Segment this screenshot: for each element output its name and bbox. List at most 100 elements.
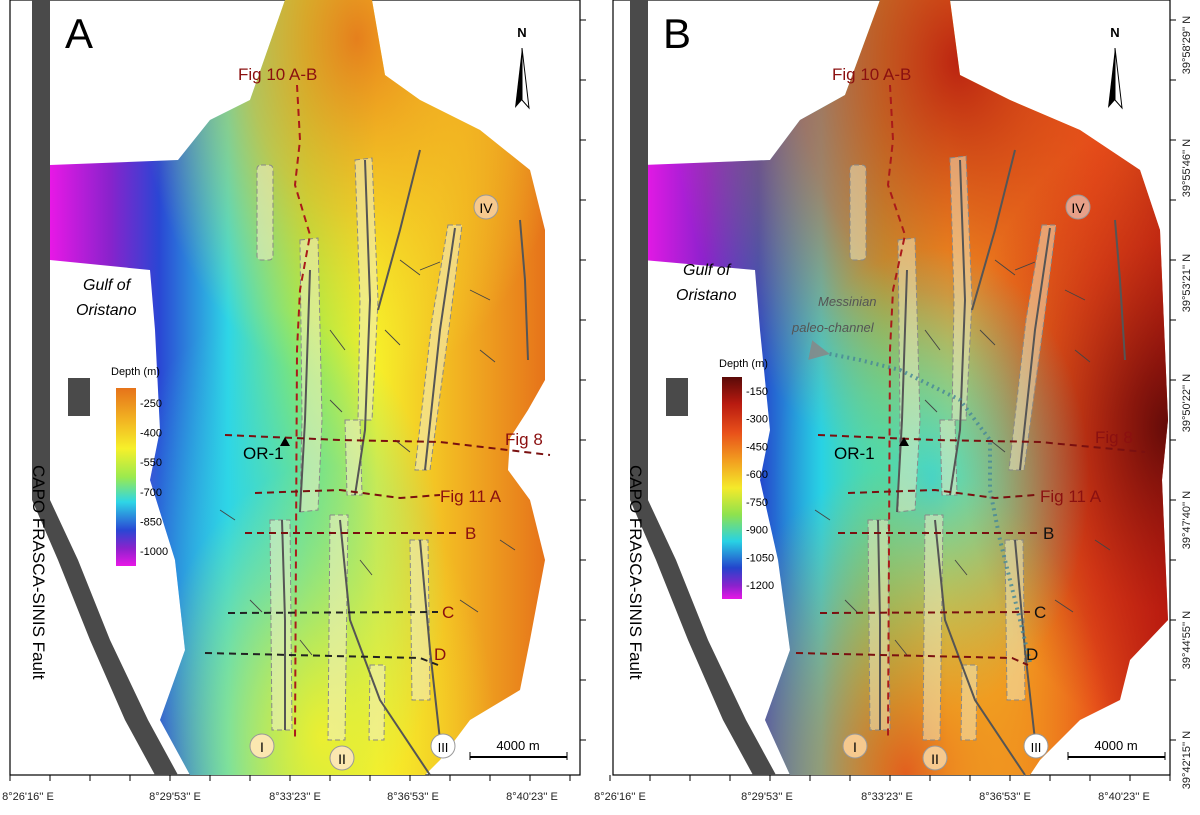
- north-arrow-icon: N: [515, 25, 530, 110]
- label-fig10: Fig 10 A-B: [238, 65, 317, 84]
- legend-title: Depth (m): [111, 366, 160, 378]
- section-line-fig11a: [254, 488, 441, 500]
- fault-zone-strip: [327, 514, 349, 741]
- zone-label-I: I: [853, 739, 857, 755]
- well-label: OR-1: [834, 444, 875, 463]
- lat-label: 39°53'21'' N: [1181, 254, 1193, 312]
- north-label: N: [1110, 25, 1119, 40]
- scale-bar: 4000 m: [469, 738, 568, 760]
- section-line-d: [795, 652, 1029, 666]
- section-line-fig10: [886, 84, 907, 741]
- legend-tick-label: -750: [746, 497, 768, 509]
- depth-legend-a: Depth (m) -250 -400 -550 -700 -850 -1000: [111, 366, 168, 566]
- channel-label-line2: paleo-channel: [791, 320, 875, 335]
- legend-tick-label: -900: [746, 525, 768, 537]
- fault-zone-strip: [354, 157, 379, 421]
- section-line-fig10: [293, 84, 312, 741]
- label-section-c: C: [442, 603, 454, 622]
- lat-label: 39°50'22'' N: [1181, 374, 1193, 432]
- fault-zone-strip: [256, 164, 274, 261]
- lon-label: 8°26'16'' E: [2, 791, 54, 803]
- fault-zone-strip: [867, 519, 891, 731]
- panel-a-minor-faults: [219, 259, 516, 656]
- section-line-fig8: [817, 434, 1146, 453]
- longitude-axis: 8°26'16'' E 8°26'16'' E 8°29'53'' E 8°29'53…: [2, 775, 1171, 803]
- fault-zone-strip: [344, 419, 363, 496]
- fault-block: [666, 378, 688, 416]
- lat-label: 39°44'55'' N: [1181, 611, 1193, 669]
- gulf-label-line2: Oristano: [76, 302, 137, 319]
- lon-label: 8°40'23'' E: [506, 791, 558, 803]
- legend-tick-label: -1050: [746, 552, 774, 564]
- legend-tick-label: -1200: [746, 580, 774, 592]
- zone-label-III: III: [1031, 740, 1042, 755]
- panel-b: Messinian paleo-channel OR-1 Fig 10 A-B …: [612, 0, 1171, 776]
- panel-a-section-lines: [204, 84, 551, 741]
- panel-a-fault-zones: [256, 157, 463, 741]
- legend-tick-label: -400: [140, 428, 162, 440]
- paleo-channel-path: [808, 340, 1032, 663]
- panel-a: OR-1 Fig 10 A-B Fig 8 Fig 11 A B C D Gul…: [9, 0, 581, 776]
- zone-label-I: I: [260, 739, 264, 755]
- label-section-b: B: [1043, 524, 1054, 543]
- well-marker-icon: [899, 437, 909, 446]
- section-line-fig8: [224, 434, 551, 456]
- panel-b-zone-markers: I II III IV: [842, 194, 1091, 771]
- fault-label: CAPO FRASCA-SINIS Fault: [29, 465, 48, 680]
- lon-label: 8°33'23'' E: [861, 791, 913, 803]
- fault-block: [68, 378, 90, 416]
- lat-label: 39°47'40'' N: [1181, 491, 1193, 549]
- capo-frasca-fault-trace: [32, 0, 178, 775]
- lon-label: 8°29'53'' E: [741, 791, 793, 803]
- fault-zone-strip: [949, 155, 973, 421]
- fault-zone-strip: [960, 664, 978, 741]
- label-section-b: B: [465, 524, 476, 543]
- panel-a-faults: [281, 149, 529, 776]
- fault-zone-strip: [849, 164, 867, 261]
- legend-title: Depth (m): [719, 358, 768, 370]
- legend-tick-label: -300: [746, 414, 768, 426]
- north-label: N: [517, 25, 526, 40]
- label-section-c: C: [1034, 603, 1046, 622]
- label-fig11a: Fig 11 A: [1040, 487, 1102, 506]
- gulf-label-line2: Oristano: [676, 287, 737, 304]
- lat-label: 39°42'15'' N: [1181, 731, 1193, 789]
- lon-label: 8°29'53'' E: [149, 791, 201, 803]
- lon-label: 8°36'53'' E: [979, 791, 1031, 803]
- fault-zone-strip: [922, 514, 944, 741]
- fault-zone-strip: [939, 419, 958, 496]
- panel-b-section-lines: [795, 84, 1146, 741]
- latitude-axis: 39°58'29'' N 39°55'46'' N 39°53'21'' N 39°5…: [580, 16, 1193, 789]
- label-section-d: D: [1026, 645, 1038, 664]
- legend-tick-label: -450: [746, 441, 768, 453]
- panel-b-faults: [877, 149, 1126, 776]
- depth-legend-b: Depth (m) -150 -300 -450 -600 -750 -900 -1050 -…: [719, 358, 774, 599]
- well-label: OR-1: [243, 444, 284, 463]
- lat-label: 39°58'29'' N: [1181, 16, 1193, 74]
- fault-label: CAPO FRASCA-SINIS Fault: [626, 465, 645, 680]
- zone-label-II: II: [338, 751, 346, 767]
- scale-label: 4000 m: [496, 738, 539, 753]
- fault-zone-strip: [299, 237, 323, 513]
- zone-label-III: III: [438, 740, 449, 755]
- panel-letter-a: A: [65, 10, 93, 57]
- lon-label: 8°40'23'' E: [1098, 791, 1150, 803]
- label-section-d: D: [434, 645, 446, 664]
- legend-tick-label: -850: [140, 517, 162, 529]
- lon-label: 8°26'16'' E: [594, 791, 646, 803]
- fault-zone-strip: [269, 519, 293, 731]
- legend-tick-label: -250: [140, 398, 162, 410]
- label-fig8: Fig 8: [505, 430, 543, 449]
- zone-label-IV: IV: [1071, 200, 1085, 216]
- scale-bar: 4000 m: [1067, 738, 1166, 760]
- well-marker-icon: [280, 437, 290, 446]
- capo-frasca-fault-trace: [630, 0, 776, 775]
- label-fig10: Fig 10 A-B: [832, 65, 911, 84]
- panel-letter-b: B: [663, 10, 691, 57]
- zone-label-IV: IV: [479, 200, 493, 216]
- legend-tick-label: -550: [140, 457, 162, 469]
- lat-label: 39°55'46'' N: [1181, 139, 1193, 197]
- legend-tick-label: -150: [746, 386, 768, 398]
- gulf-label-line1: Gulf of: [83, 277, 132, 294]
